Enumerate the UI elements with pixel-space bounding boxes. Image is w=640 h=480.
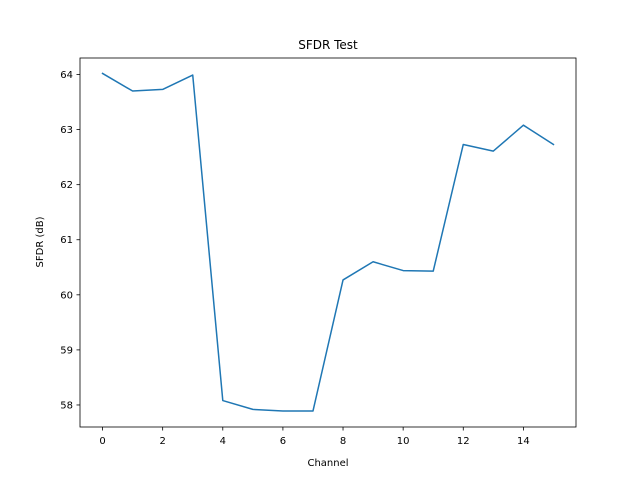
y-tick-label: 61 [60,235,73,246]
chart-title: SFDR Test [298,38,358,52]
x-tick-label: 4 [220,436,226,447]
y-tick-label: 60 [60,290,73,301]
x-tick-label: 2 [159,436,165,447]
axes-frame [79,57,577,428]
x-tick-label: 6 [280,436,286,447]
x-axis-label: Channel [307,458,348,469]
plot-area [79,57,577,428]
x-tick-label: 10 [397,436,410,447]
y-tick-label: 64 [60,70,73,81]
x-tick-label: 0 [99,436,105,447]
x-axis-ticks: 0 2 4 6 8 10 12 14 [99,427,530,447]
x-tick-label: 12 [457,436,470,447]
x-tick-label: 8 [340,436,346,447]
y-axis-label: SFDR (dB) [35,216,46,267]
y-axis-ticks: 58 59 60 61 62 63 64 [60,70,80,411]
y-tick-label: 58 [60,400,73,411]
y-tick-label: 62 [60,180,73,191]
x-tick-label: 14 [517,436,530,447]
series-line-0 [101,72,555,412]
y-tick-label: 59 [60,345,73,356]
y-tick-label: 63 [60,125,73,136]
